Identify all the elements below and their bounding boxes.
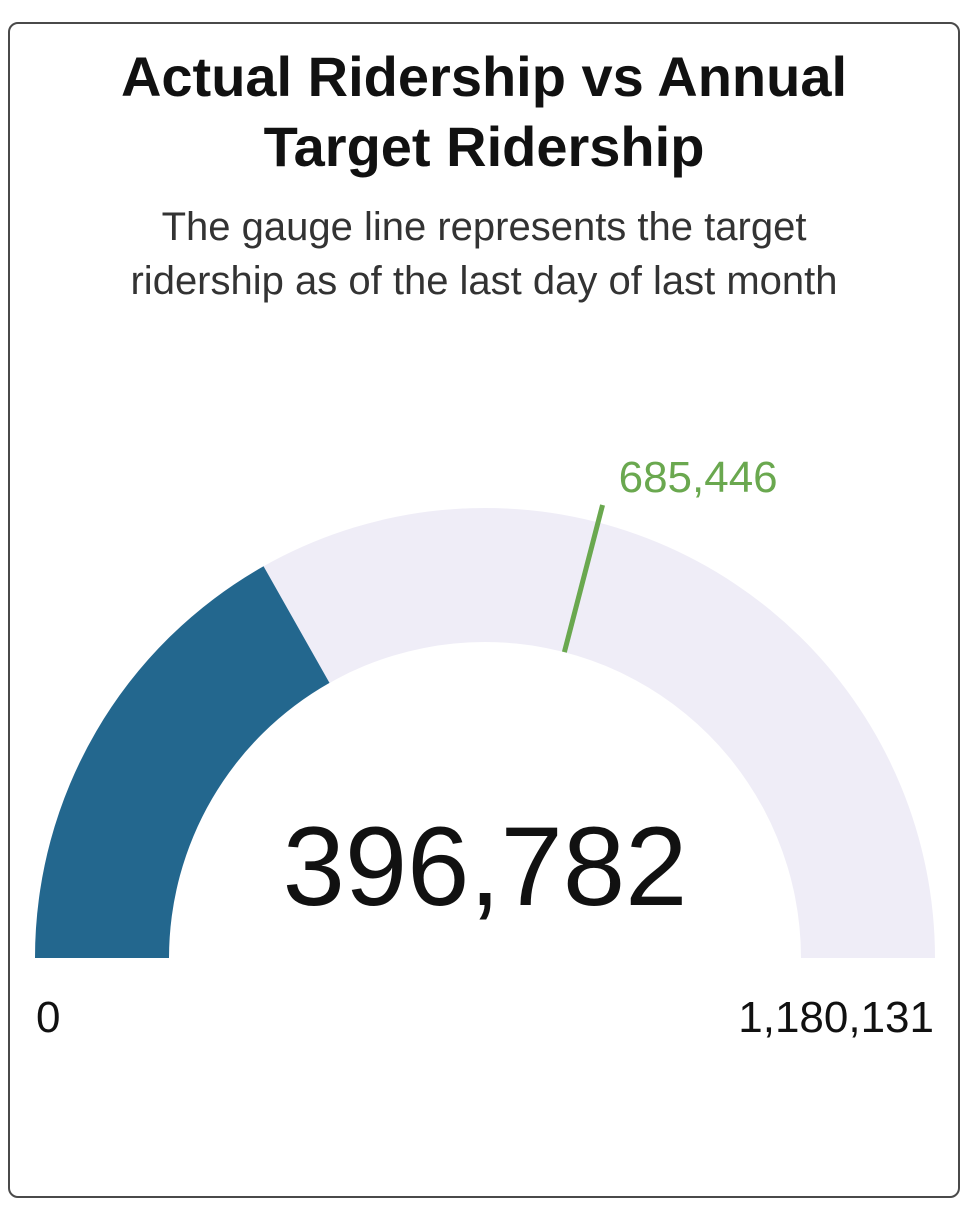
chart-title: Actual Ridership vs Annual Target Riders… [10, 42, 958, 182]
chart-subtitle: The gauge line represents the target rid… [10, 200, 958, 308]
chart-subtitle-line-2: ridership as of the last day of last mon… [130, 259, 838, 303]
gauge-value-label: 396,782 [283, 804, 688, 929]
gauge-value-arc [35, 566, 330, 958]
chart-title-line-2: Target Ridership [263, 115, 705, 178]
gauge-card: Actual Ridership vs Annual Target Riders… [8, 22, 960, 1198]
chart-title-line-1: Actual Ridership vs Annual [120, 45, 848, 108]
chart-subtitle-line-1: The gauge line represents the target [161, 205, 807, 249]
gauge-max-label: 1,180,131 [738, 993, 934, 1042]
gauge-target-label: 685,446 [619, 453, 778, 502]
gauge-target-line [561, 504, 605, 653]
gauge-min-label: 0 [36, 993, 60, 1042]
